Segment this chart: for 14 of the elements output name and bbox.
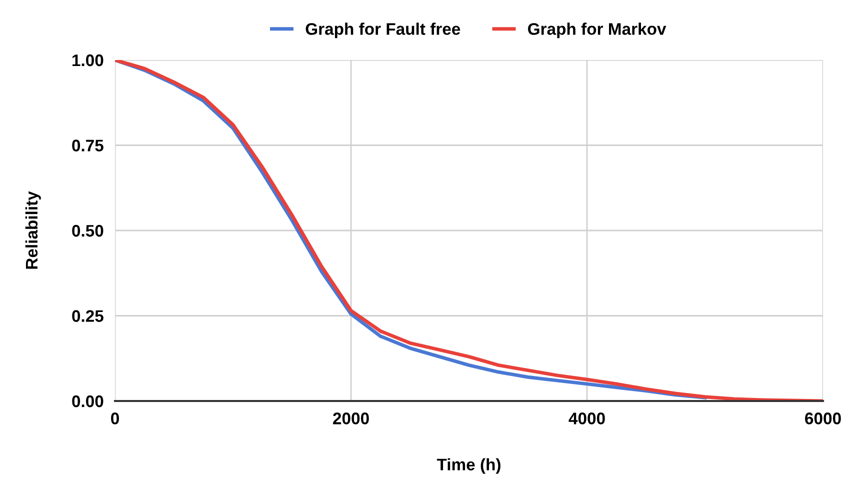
legend-label: Graph for Fault free xyxy=(306,22,460,38)
y-tick-label: 0.75 xyxy=(72,140,104,152)
y-tick-label: 0.50 xyxy=(72,224,104,237)
legend-label: Graph for Markov xyxy=(528,22,666,38)
line-series xyxy=(115,60,823,401)
y-tick-label: 1.00 xyxy=(72,54,104,66)
x-axis-title: Time (h) xyxy=(436,458,500,474)
y-tick-label: 0.00 xyxy=(72,395,104,408)
y-tick-label: 0.25 xyxy=(72,310,104,322)
x-tick-label: 2000 xyxy=(333,412,369,424)
x-tick-label: 6000 xyxy=(805,412,841,424)
x-tick-label: 4000 xyxy=(568,412,605,424)
y-axis-title: Reliability xyxy=(25,191,41,269)
x-tick-label: 0 xyxy=(111,412,119,424)
